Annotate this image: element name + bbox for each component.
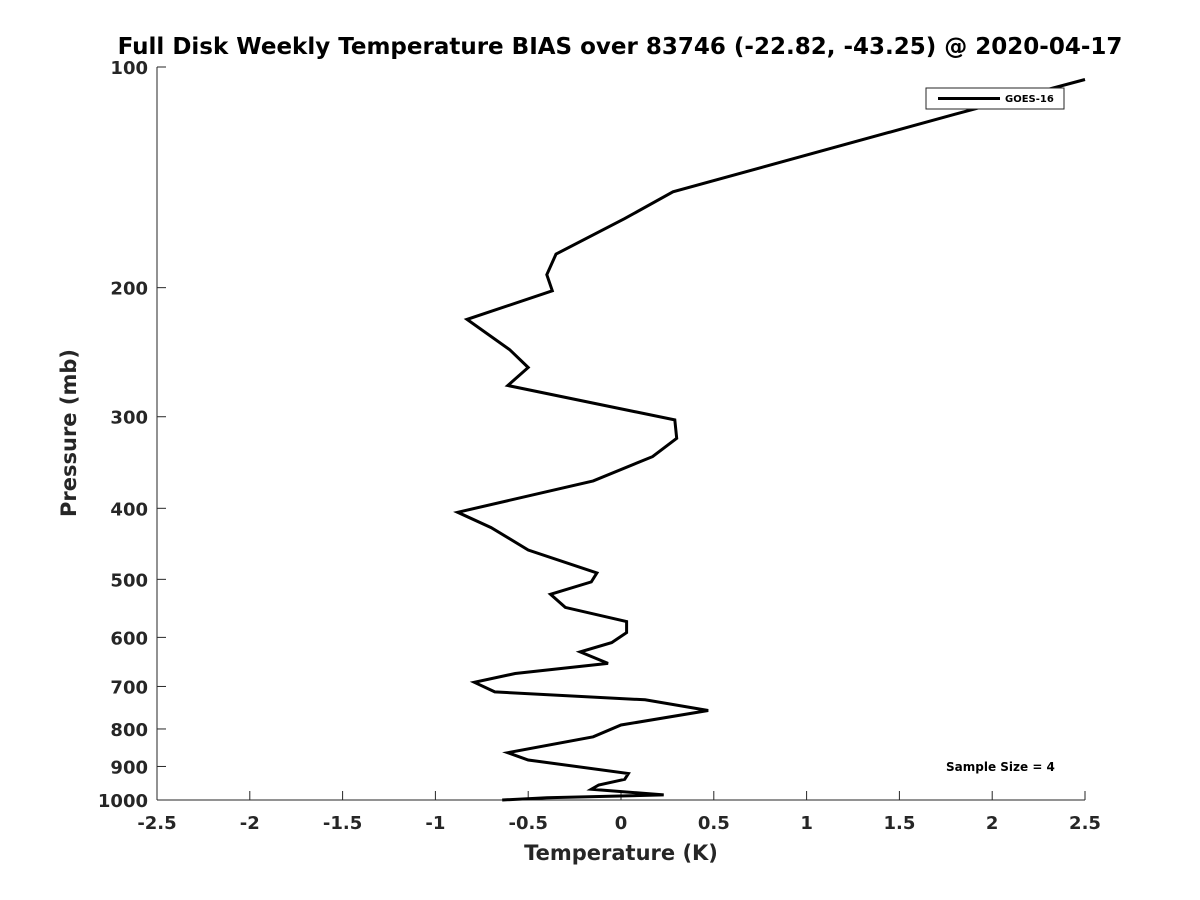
x-tick-label: -1: [425, 813, 445, 834]
y-tick-label: 700: [110, 677, 148, 698]
y-tick-label: 900: [110, 757, 148, 778]
legend-entry-goes-16: GOES-16: [1005, 94, 1054, 105]
y-tick-label: 1000: [98, 791, 148, 812]
x-tick-label: 0: [615, 813, 628, 834]
x-tick-label: 1: [800, 813, 813, 834]
y-axis-ticks: 100 200 300 400 500 600 700 800 900 1000: [98, 58, 166, 812]
x-axis-ticks: -2.5 -2 -1.5 -1 -0.5 0 0.5 1 1.5 2 2.5: [137, 791, 1101, 834]
y-tick-label: 800: [110, 720, 148, 741]
x-tick-label: -1.5: [323, 813, 362, 834]
y-tick-label: 600: [110, 628, 148, 649]
legend: GOES-16: [925, 87, 1065, 110]
x-tick-label: 1.5: [883, 813, 915, 834]
x-axis-label: Temperature (K): [524, 841, 718, 865]
x-tick-label: -2.5: [137, 813, 176, 834]
x-tick-label: 0.5: [698, 813, 730, 834]
y-tick-label: 400: [110, 499, 148, 520]
y-tick-label: 100: [110, 58, 148, 79]
y-tick-label: 200: [110, 279, 148, 300]
x-tick-label: 2.5: [1069, 813, 1101, 834]
y-axis-label: Pressure (mb): [57, 349, 81, 517]
x-tick-label: -2: [240, 813, 260, 834]
x-tick-label: -0.5: [509, 813, 548, 834]
y-tick-label: 500: [110, 570, 148, 591]
series-line-goes-16: [453, 78, 1086, 802]
x-tick-label: 2: [986, 813, 999, 834]
chart-title: Full Disk Weekly Temperature BIAS over 8…: [118, 34, 1123, 60]
y-tick-label: 300: [110, 408, 148, 429]
sample-size-annotation: Sample Size = 4: [946, 760, 1055, 774]
